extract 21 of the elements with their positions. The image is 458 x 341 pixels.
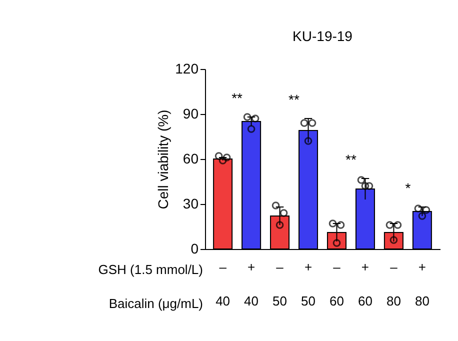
annotation: ** (288, 92, 300, 108)
y-tick-label: 120 (175, 60, 199, 76)
category-label: – 40 (216, 260, 230, 308)
category-label: – 50 (272, 260, 288, 308)
y-tick-label: 60 (182, 150, 199, 166)
y-tick-label: 90 (182, 106, 199, 122)
annotation: ** (232, 90, 244, 106)
y-tick-label: 30 (182, 196, 199, 212)
category-label: + 50 (301, 260, 316, 308)
text: Baicalin (μg/mL) (108, 296, 203, 311)
annotation: ** (346, 152, 357, 168)
text: GSH (1.5 mmol/L) (98, 262, 203, 277)
chart-title: KU-19-19 (292, 28, 353, 44)
category-label: + 40 (244, 260, 259, 308)
category-label: – 60 (330, 260, 344, 308)
category-label: – 80 (386, 260, 401, 308)
category-label: + 80 (414, 260, 430, 308)
annotation: * (405, 180, 412, 196)
y-tick-label: 0 (190, 240, 199, 256)
y-axis-title: Cell viability (%) (155, 110, 172, 210)
category-label: + 60 (358, 260, 372, 308)
